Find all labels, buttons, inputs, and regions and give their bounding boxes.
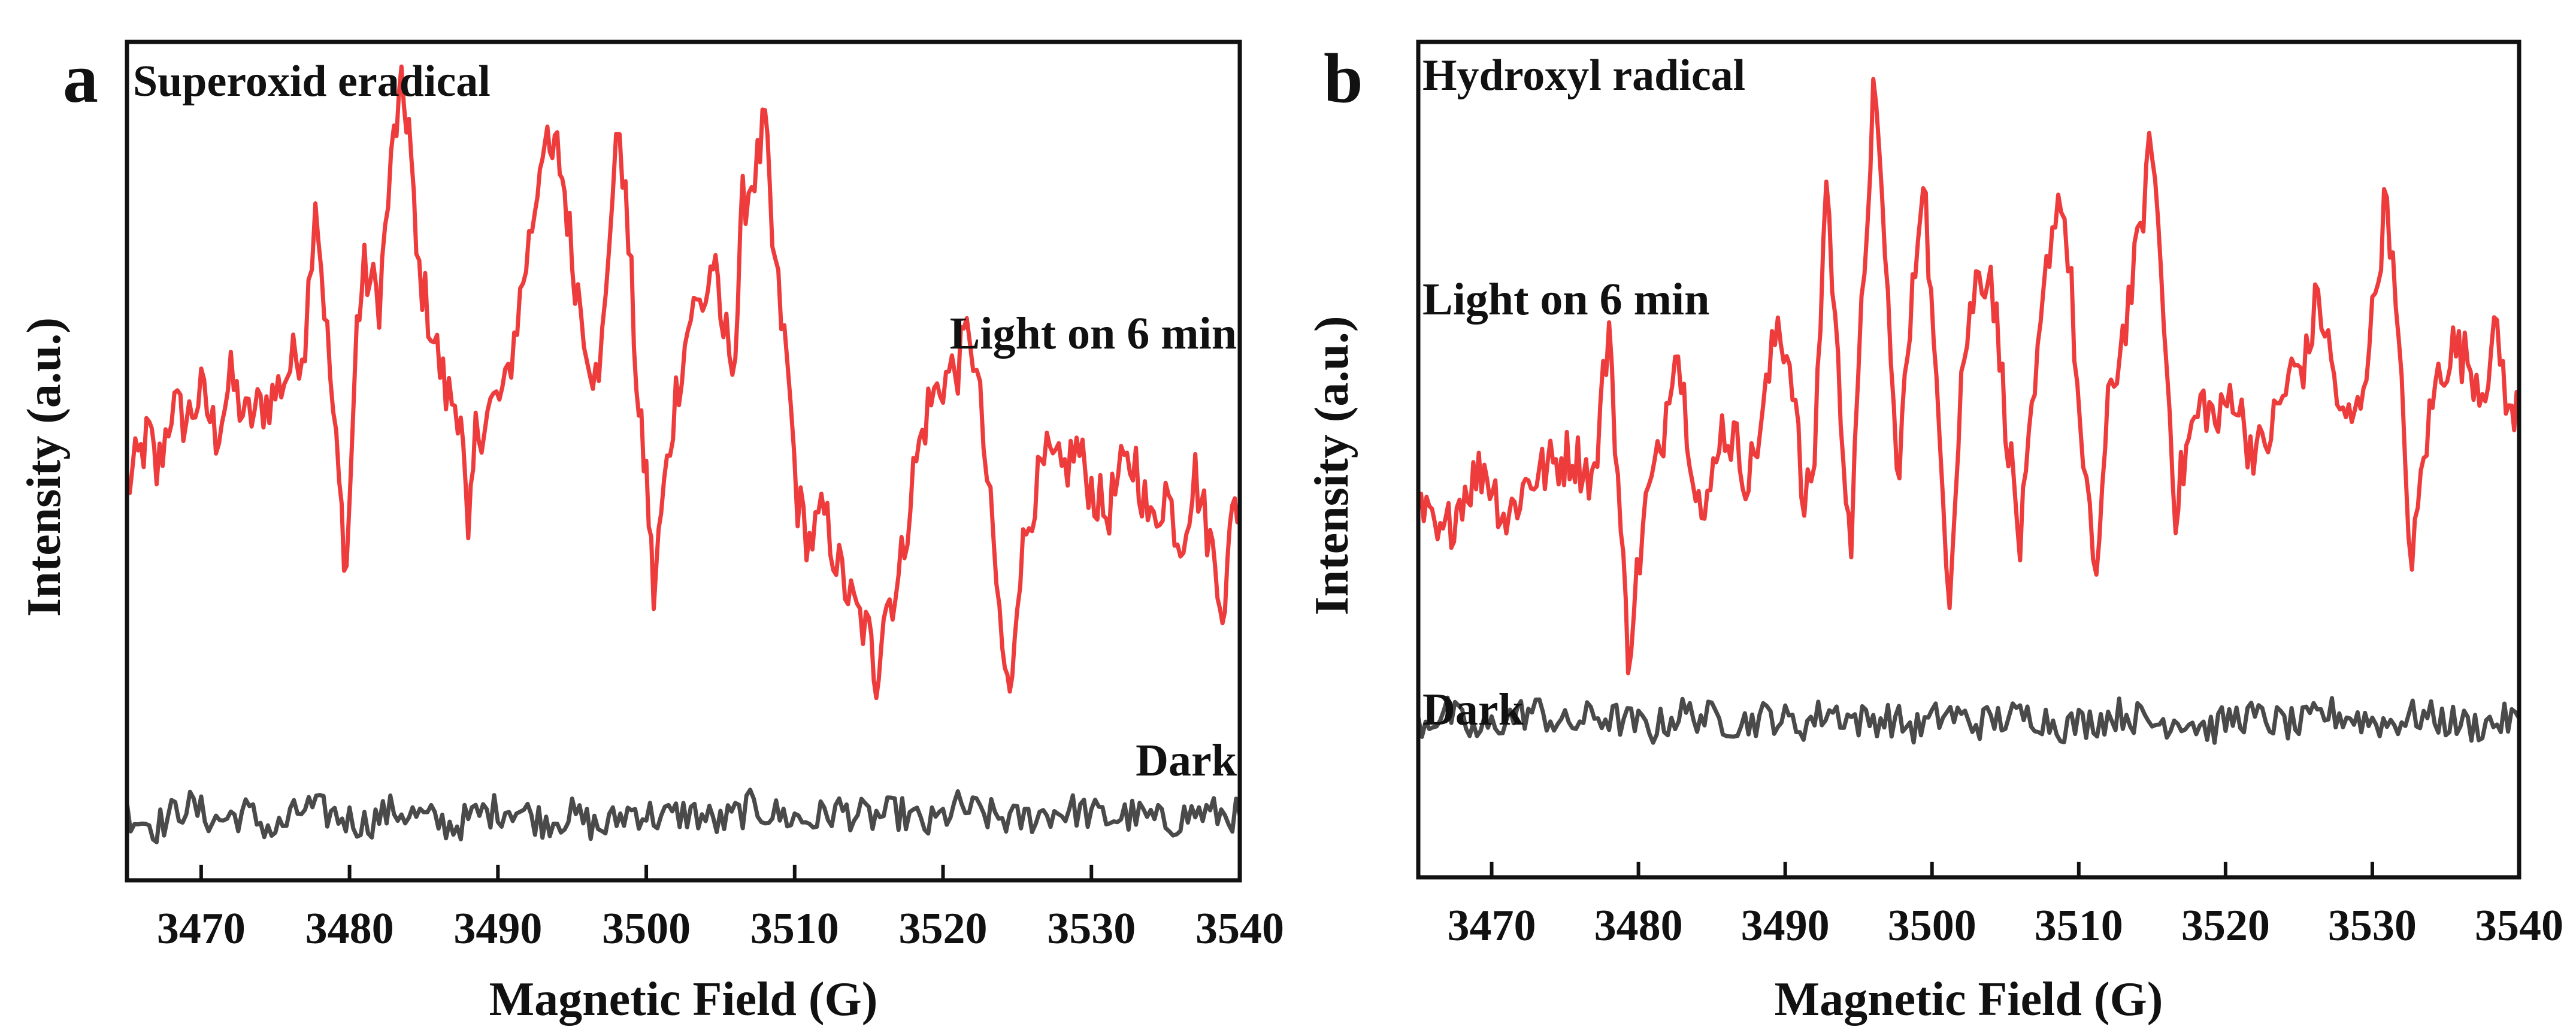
panel-letter: b [1324, 39, 1363, 117]
plot-frame [1416, 40, 2521, 880]
series-label-light-on: Light on 6 min [950, 308, 1237, 359]
x-tick-label: 3500 [1888, 901, 1976, 950]
x-axis-title: Magnetic Field (G) [489, 973, 878, 1026]
chart-panel-a: 3470 3480 3490 3500 3510 3520 3530 3540 a Superox… [18, 39, 1284, 1026]
chart-panel-b: 3470 3480 3490 3500 3510 3520 3530 3540 b Hydroxy… [1306, 39, 2563, 1026]
series-label-light-on: Light on 6 min [1422, 274, 1709, 325]
series-line-light-on [1418, 77, 2519, 675]
x-tick-label: 3520 [899, 904, 988, 953]
series-label-dark: Dark [1422, 684, 1524, 735]
y-axis-title: Intensity (a.u.) [1306, 316, 1358, 615]
plot-frame [125, 40, 1242, 883]
x-tick-label: 3540 [1195, 904, 1284, 953]
series-label-dark: Dark [1136, 735, 1237, 786]
x-tick-label: 3530 [1047, 904, 1136, 953]
x-tick-label: 3530 [2328, 901, 2417, 950]
panel-title: Hydroxyl radical [1422, 51, 1745, 100]
x-tick-label: 3480 [305, 904, 394, 953]
y-axis-title: Intensity (a.u.) [18, 317, 71, 617]
x-tick-label: 3470 [1448, 901, 1536, 950]
panel-title: Superoxid eradical [133, 57, 491, 106]
series-line-dark [1418, 695, 2519, 745]
x-tick-label: 3510 [2035, 901, 2123, 950]
panel-letter: a [63, 39, 98, 117]
series-line-light-on [127, 64, 1240, 701]
series-line-dark [127, 787, 1240, 844]
x-tick-label: 3490 [1741, 901, 1830, 950]
x-tick-label: 3540 [2475, 901, 2563, 950]
x-tick-label: 3480 [1594, 901, 1683, 950]
x-tick-label: 3490 [453, 904, 542, 953]
x-tick-label: 3520 [2181, 901, 2270, 950]
x-tick-label: 3470 [157, 904, 246, 953]
x-tick-label: 3500 [602, 904, 691, 953]
x-axis-title: Magnetic Field (G) [1775, 973, 2163, 1026]
x-tick-label: 3510 [750, 904, 839, 953]
